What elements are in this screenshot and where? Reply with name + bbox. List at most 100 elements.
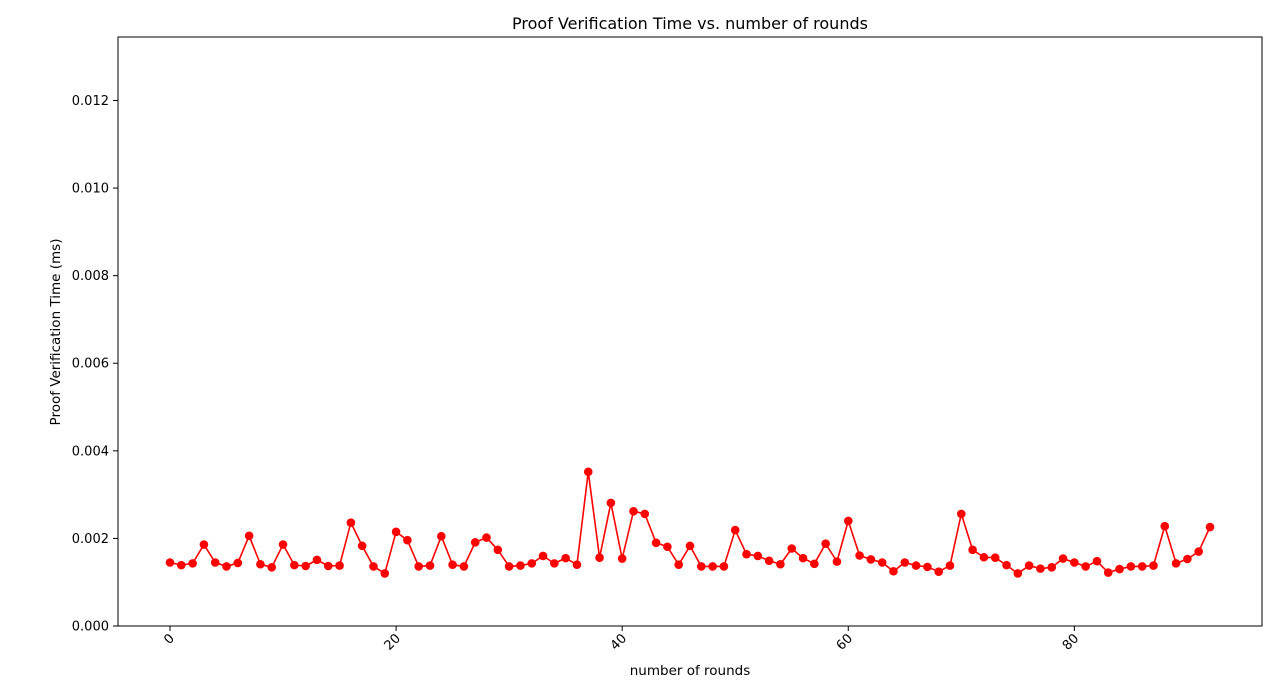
data-point (301, 561, 310, 571)
data-point (527, 559, 537, 568)
data-point (617, 554, 627, 563)
data-point (979, 552, 989, 562)
data-point (414, 562, 424, 571)
data-point (832, 557, 842, 566)
data-point (1115, 564, 1124, 574)
y-tick-label: 0.008 (72, 269, 109, 284)
data-point (561, 553, 570, 563)
data-point (233, 558, 243, 568)
data-point (685, 541, 695, 551)
data-point (968, 545, 977, 555)
data-point (437, 531, 446, 541)
y-tick-label: 0.000 (72, 620, 109, 635)
data-point (357, 541, 367, 551)
data-point (312, 555, 322, 565)
data-point (708, 562, 717, 571)
data-point (640, 509, 650, 519)
y-tick-label: 0.004 (72, 444, 109, 459)
data-point (595, 553, 604, 562)
data-point (470, 538, 480, 547)
data-point (346, 518, 356, 527)
data-point (776, 559, 785, 569)
data-point (900, 558, 910, 567)
x-tick-label: 80 (1060, 631, 1082, 653)
data-point (188, 559, 197, 568)
data-point (504, 562, 514, 571)
x-tick-label: 20 (382, 631, 404, 653)
data-point (1205, 522, 1215, 532)
data-point (1149, 561, 1158, 570)
data-point (821, 539, 830, 548)
data-point (923, 562, 932, 572)
data-point (730, 525, 740, 535)
data-point (459, 562, 469, 571)
data-point (1160, 521, 1170, 531)
data-point (855, 551, 864, 560)
y-axis: 0.000 0.002 0.004 0.006 0.008 0.010 0.012 (72, 94, 118, 635)
data-point (516, 561, 525, 570)
y-tick-label: 0.012 (72, 94, 109, 109)
data-point (403, 535, 412, 545)
data-point (945, 561, 955, 570)
data-point (550, 559, 559, 568)
data-point (199, 540, 209, 549)
data-point (990, 553, 1000, 562)
data-point (810, 559, 819, 569)
data-point (1013, 569, 1023, 578)
x-axis-label: number of rounds (630, 663, 751, 679)
data-point (448, 560, 457, 569)
data-point (391, 527, 401, 537)
data-point (222, 562, 231, 571)
y-tick-label: 0.002 (72, 532, 109, 547)
data-point (787, 544, 797, 553)
data-point (1194, 547, 1203, 556)
data-point (572, 560, 582, 569)
data-point (583, 467, 593, 477)
data-point (1047, 563, 1057, 572)
data-point (651, 538, 661, 548)
y-tick-label: 0.010 (72, 182, 109, 197)
data-point (742, 549, 751, 559)
data-point (380, 569, 390, 578)
x-tick-label: 40 (608, 631, 630, 653)
data-point (165, 558, 175, 567)
data-point (256, 559, 265, 569)
data-point (369, 562, 378, 571)
y-axis-label: Proof Verification Time (ms) (48, 239, 64, 426)
data-point (323, 561, 333, 571)
data-point (753, 551, 763, 561)
data-point (911, 561, 921, 570)
data-point (1070, 558, 1079, 567)
data-point (425, 561, 435, 570)
data-point (1126, 562, 1136, 571)
data-point (335, 561, 344, 570)
data-point (1002, 560, 1011, 570)
x-tick-label: 60 (834, 631, 856, 653)
data-point (1036, 564, 1045, 573)
data-point (798, 553, 808, 563)
data-point (1058, 554, 1068, 563)
data-point (606, 498, 616, 508)
data-point (719, 562, 729, 571)
data-point (290, 560, 299, 570)
data-point (764, 556, 774, 566)
data-point (1183, 554, 1192, 564)
data-point (934, 567, 943, 576)
series-layer (165, 467, 1215, 578)
data-point (697, 562, 706, 571)
chart-title: Proof Verification Time vs. number of ro… (512, 14, 868, 33)
data-point (1024, 561, 1034, 570)
data-point (538, 551, 548, 561)
x-tick-label: 0 (161, 631, 177, 647)
data-point (843, 516, 853, 526)
data-point (1081, 562, 1090, 571)
data-point (482, 533, 491, 542)
data-point (629, 506, 638, 516)
data-point (278, 540, 288, 549)
data-point (889, 566, 898, 576)
data-point (663, 542, 672, 552)
x-axis: 0 20 40 60 80 (161, 626, 1082, 654)
data-point (866, 555, 876, 564)
data-point (493, 545, 503, 555)
plot-frame (117, 36, 1263, 627)
